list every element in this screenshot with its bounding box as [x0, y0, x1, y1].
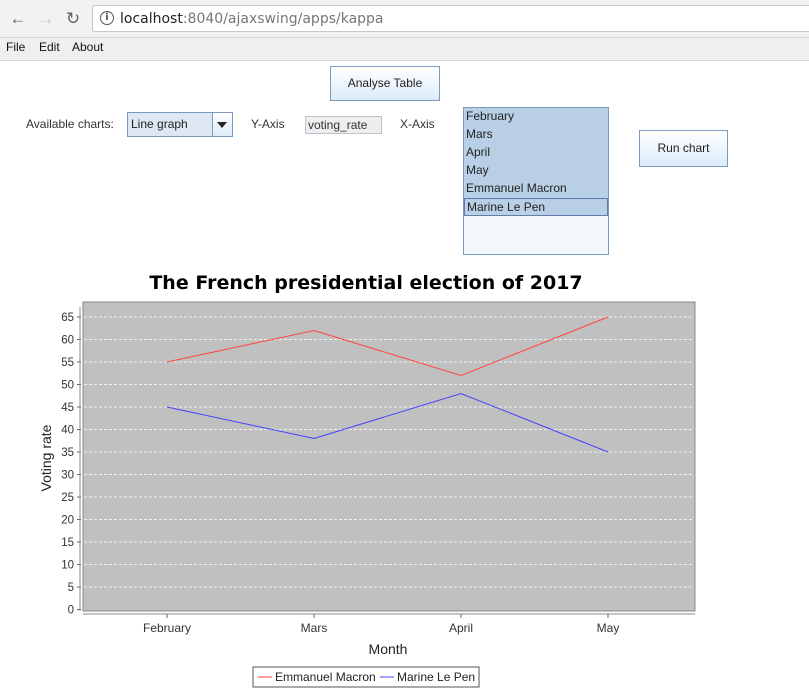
y-tick-label: 40 — [61, 425, 74, 437]
grid-lines — [84, 316, 694, 588]
url-text: localhost:8040/ajaxswing/apps/kappa — [120, 11, 384, 27]
run-chart-button[interactable]: Run chart — [639, 130, 728, 167]
list-item-emmanuel-macron[interactable]: Emmanuel Macron — [464, 180, 608, 198]
list-item-february[interactable]: February — [464, 108, 608, 126]
y-tick-label: 55 — [61, 357, 74, 369]
chart-type-select[interactable]: Line graph — [127, 112, 233, 137]
y-tick-label: 35 — [61, 447, 74, 459]
y-tick-label: 25 — [61, 492, 74, 504]
y-tick-label: 20 — [61, 515, 74, 527]
reload-icon[interactable]: ↻ — [65, 9, 81, 28]
y-tick-label: 10 — [61, 560, 74, 572]
chart-title: The French presidential election of 2017 — [149, 272, 582, 294]
x-tick-label: May — [597, 621, 620, 635]
y-axis-title: Voting rate — [38, 424, 54, 491]
y-tick-label: 0 — [68, 605, 74, 617]
series-line — [166, 392, 609, 453]
y-axis-field[interactable]: voting_rate — [305, 116, 382, 134]
x-axis-list[interactable]: February Mars April May Emmanuel Macron … — [463, 107, 609, 255]
x-axis-title: Month — [369, 641, 408, 657]
y-tick-label: 60 — [61, 335, 74, 347]
x-axis: February Mars April May — [83, 613, 695, 635]
info-icon[interactable]: i — [100, 11, 114, 25]
y-tick-label: 5 — [68, 582, 74, 594]
x-tick-label: February — [143, 621, 191, 635]
series-lines — [166, 316, 609, 453]
y-tick-label: 45 — [61, 402, 74, 414]
list-item-may[interactable]: May — [464, 162, 608, 180]
chevron-down-icon[interactable] — [212, 113, 232, 136]
forward-arrow-icon[interactable]: → — [37, 9, 55, 28]
list-item-mars[interactable]: Mars — [464, 126, 608, 144]
x-axis-label: X-Axis — [400, 117, 435, 131]
url-path: :8040/ajaxswing/apps/kappa — [182, 11, 384, 27]
url-host: localhost — [120, 11, 183, 27]
x-tick-label: Mars — [301, 621, 328, 635]
menu-bar: File Edit About — [0, 38, 809, 61]
legend-label-le-pen: Marine Le Pen — [397, 670, 475, 684]
y-tick-label: 15 — [61, 537, 74, 549]
analyse-table-button[interactable]: Analyse Table — [330, 66, 440, 101]
y-tick-label: 30 — [61, 470, 74, 482]
legend-label-macron: Emmanuel Macron — [275, 670, 376, 684]
y-axis: 0 5 10 15 20 25 30 35 40 45 50 55 60 65 — [61, 307, 81, 617]
legend: Emmanuel Macron Marine Le Pen — [252, 666, 480, 688]
browser-toolbar: ← → ↻ i localhost:8040/ajaxswing/apps/ka… — [0, 0, 809, 38]
list-item-april[interactable]: April — [464, 144, 608, 162]
series-line — [166, 316, 609, 377]
available-charts-label: Available charts: — [26, 117, 114, 131]
chart-type-value: Line graph — [131, 117, 188, 131]
x-tick-label: April — [449, 621, 473, 635]
menu-about[interactable]: About — [72, 40, 104, 54]
y-axis-label: Y-Axis — [251, 117, 285, 131]
legend-box — [252, 666, 480, 688]
y-tick-label: 50 — [61, 380, 74, 392]
menu-edit[interactable]: Edit — [39, 40, 60, 54]
menu-file[interactable]: File — [6, 40, 26, 54]
list-item-marine-le-pen[interactable]: Marine Le Pen — [464, 198, 608, 216]
address-bar[interactable]: i localhost:8040/ajaxswing/apps/kappa — [92, 5, 809, 32]
back-arrow-icon[interactable]: ← — [9, 9, 27, 28]
y-tick-label: 65 — [61, 312, 74, 324]
